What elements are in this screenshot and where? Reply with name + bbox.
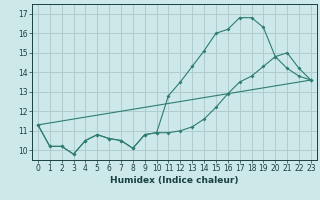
- X-axis label: Humidex (Indice chaleur): Humidex (Indice chaleur): [110, 176, 239, 185]
